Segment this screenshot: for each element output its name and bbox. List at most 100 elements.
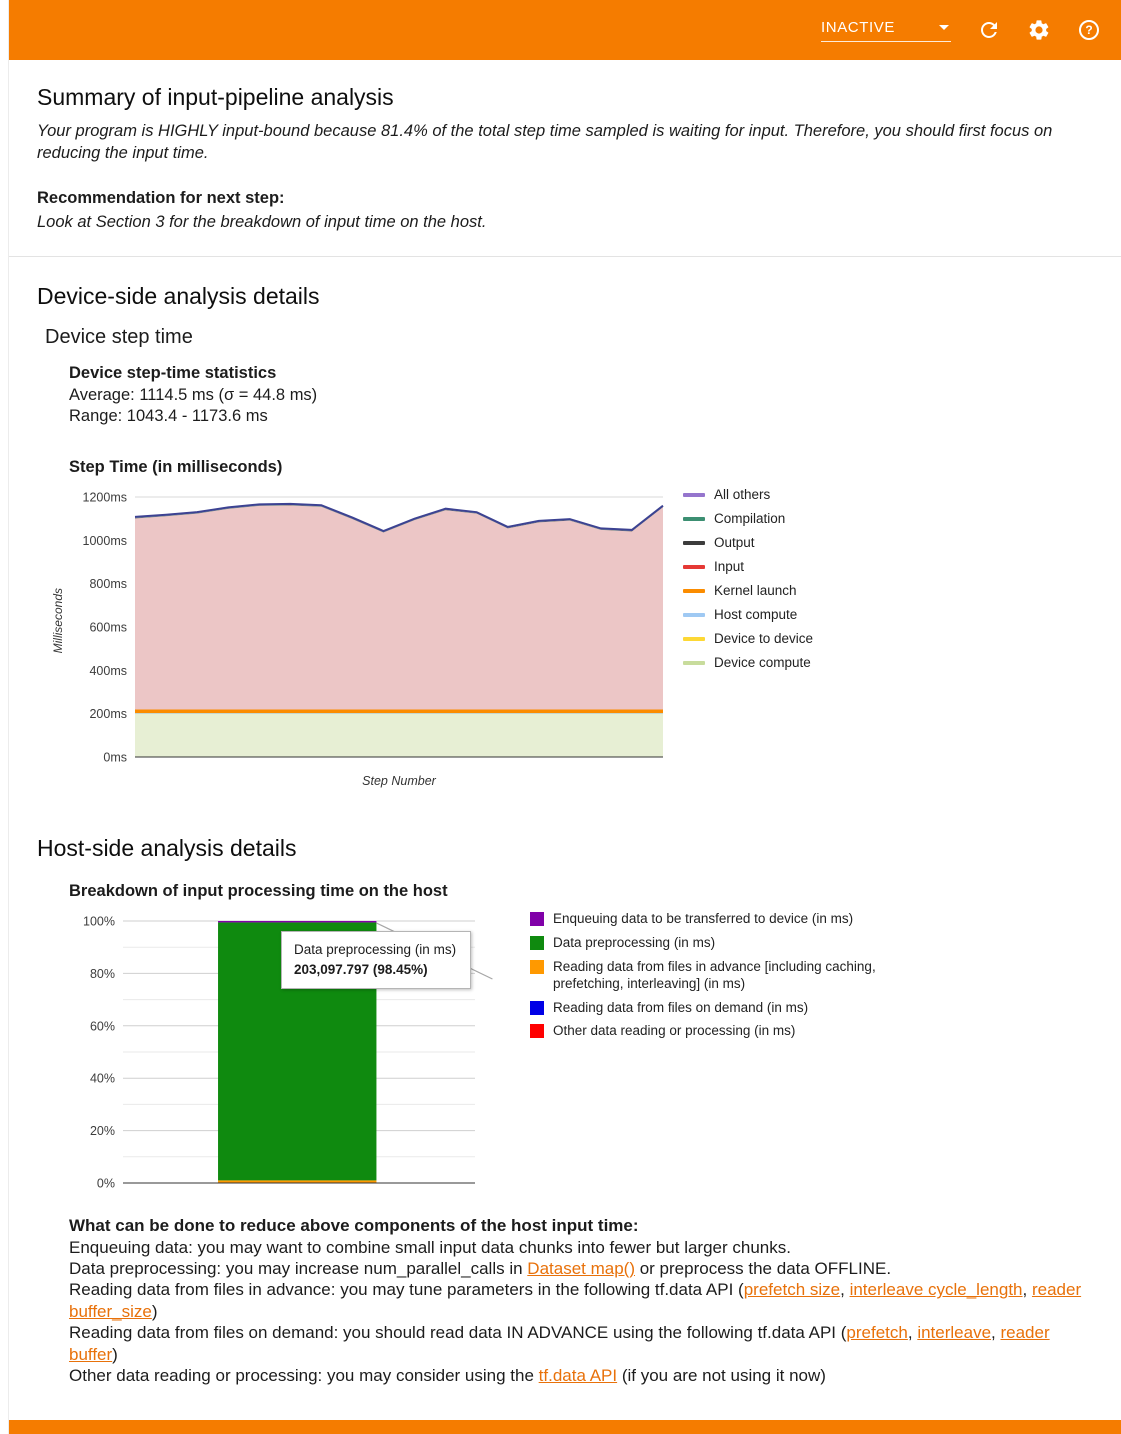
legend-label: Other data reading or processing (in ms) [553, 1023, 796, 1039]
device-step-time-stats: Device step-time statistics Average: 111… [69, 363, 1091, 428]
legend-item: Device to device [683, 631, 813, 646]
advice-link[interactable]: interleave cycle_length [849, 1280, 1023, 1300]
recommendation-label: Recommendation for next step: [37, 188, 285, 207]
legend-item: Device compute [683, 655, 813, 670]
legend-swatch [683, 564, 705, 569]
svg-text:600ms: 600ms [89, 621, 127, 635]
legend-swatch [683, 660, 705, 665]
advice-line: Data preprocessing: you may increase num… [69, 1258, 892, 1278]
legend-item: Data preprocessing (in ms) [530, 935, 880, 952]
chart-tooltip: Data preprocessing (in ms) 203,097.797 (… [281, 931, 472, 990]
legend-label: Compilation [714, 511, 786, 527]
legend-swatch [683, 540, 705, 545]
legend-swatch [683, 612, 705, 617]
svg-text:800ms: 800ms [89, 577, 127, 591]
legend-label: Device compute [714, 655, 811, 671]
advice-title: What can be done to reduce above compone… [69, 1216, 639, 1236]
device-analysis-section: Device-side analysis details Device step… [9, 257, 1121, 797]
host-chart-title: Breakdown of input processing time on th… [69, 882, 448, 901]
host-analysis-section: Host-side analysis details Breakdown of … [9, 797, 1121, 1420]
gear-icon[interactable] [1027, 18, 1051, 42]
section-divider [9, 255, 1121, 257]
legend-swatch [530, 912, 544, 927]
legend-item: Enqueuing data to be transferred to devi… [530, 911, 880, 928]
legend-label: All others [714, 487, 771, 503]
legend-item: Host compute [683, 607, 813, 622]
help-icon[interactable]: ? [1077, 18, 1101, 42]
svg-text:100%: 100% [83, 915, 115, 929]
device-step-time-chart[interactable]: 0ms 200ms 400ms 600ms 800ms 1000ms 1200ms Step … [69, 485, 669, 797]
svg-text:80%: 80% [90, 967, 115, 981]
legend-label: Data preprocessing (in ms) [553, 934, 716, 950]
legend-item: Reading data from files in advance [incl… [530, 959, 880, 993]
svg-text:40%: 40% [90, 1072, 115, 1086]
advice-line: Enqueuing data: you may want to combine … [69, 1237, 791, 1257]
legend-swatch [530, 1024, 544, 1039]
legend-label: Reading data from files in advance [incl… [553, 958, 876, 991]
svg-text:1200ms: 1200ms [83, 491, 127, 505]
advice-link[interactable]: reader buffer_size [69, 1280, 1082, 1321]
advice-link[interactable]: prefetch size [743, 1280, 841, 1300]
legend-swatch [683, 636, 705, 641]
legend-label: Output [714, 535, 755, 551]
svg-text:60%: 60% [90, 1019, 115, 1033]
device-chart-legend: All others Compilation Output Input Kernel l… [683, 485, 813, 679]
advice-line: Reading data from files in advance: you … [69, 1280, 1082, 1321]
summary-section: Summary of input-pipeline analysis Your … [9, 60, 1121, 234]
svg-text:400ms: 400ms [89, 664, 127, 678]
legend-swatch [530, 935, 544, 950]
summary-text: Your program is HIGHLY input-bound becau… [37, 122, 1053, 162]
stats-average: Average: 1114.5 ms (σ = 44.8 ms) [69, 385, 318, 404]
advice-lines: Enqueuing data: you may want to combine … [69, 1237, 1083, 1387]
legend-label: Enqueuing data to be transferred to devi… [553, 911, 854, 927]
svg-text:?: ? [1085, 23, 1092, 37]
refresh-icon[interactable] [977, 18, 1001, 42]
legend-item: Reading data from files on demand (in ms… [530, 1000, 880, 1017]
device-section-title: Device-side analysis details [37, 282, 320, 309]
legend-label: Host compute [714, 607, 798, 623]
device-step-time-title: Device step time [45, 325, 193, 348]
profiler-page: INACTIVE ? Summary of input-pipeline ana… [8, 0, 1121, 1434]
summary-title: Summary of input-pipeline analysis [37, 84, 394, 110]
advice-line: Reading data from files on demand: you s… [69, 1323, 1050, 1364]
legend-swatch [683, 516, 705, 521]
legend-label: Input [714, 559, 745, 575]
advice-link[interactable]: Dataset map() [527, 1258, 635, 1278]
footer-bar [9, 1420, 1121, 1434]
stats-range: Range: 1043.4 - 1173.6 ms [69, 407, 268, 426]
svg-text:1000ms: 1000ms [83, 534, 127, 548]
svg-text:200ms: 200ms [89, 707, 127, 721]
legend-item: Kernel launch [683, 583, 813, 598]
legend-item: All others [683, 487, 813, 502]
toolbar: INACTIVE ? [9, 0, 1121, 60]
host-chart-block: 0% 20% 40% 60% 80% 100% Data preprocessing (i… [51, 911, 1091, 1199]
advice-section: What can be done to reduce above compone… [69, 1215, 1083, 1386]
svg-text:0ms: 0ms [103, 751, 127, 765]
run-status-dropdown[interactable]: INACTIVE [821, 19, 951, 42]
advice-line: Other data reading or processing: you ma… [69, 1365, 826, 1385]
step-time-chart-block: Milliseconds 0ms 200ms 400ms 600ms 800ms 1000… [51, 485, 1091, 797]
legend-label: Kernel launch [714, 583, 797, 599]
legend-swatch [530, 959, 544, 974]
advice-link[interactable]: interleave [917, 1323, 992, 1343]
y-axis-label: Milliseconds [51, 588, 65, 654]
chevron-down-icon [939, 24, 949, 30]
svg-text:0%: 0% [97, 1177, 115, 1191]
legend-swatch [683, 588, 705, 593]
legend-item: Input [683, 559, 813, 574]
stats-title: Device step-time statistics [69, 363, 277, 382]
step-time-chart-title: Step Time (in milliseconds) [69, 458, 283, 477]
legend-item: Compilation [683, 511, 813, 526]
advice-link[interactable]: prefetch [846, 1323, 908, 1343]
svg-text:20%: 20% [90, 1124, 115, 1138]
advice-link[interactable]: tf.data API [538, 1365, 618, 1385]
tooltip-title: Data preprocessing (in ms) [294, 942, 457, 958]
advice-link[interactable]: reader buffer [69, 1323, 1050, 1364]
host-chart-legend: Enqueuing data to be transferred to devi… [530, 911, 880, 1047]
status-label: INACTIVE [821, 18, 895, 36]
legend-swatch [683, 492, 705, 497]
legend-swatch [530, 1000, 544, 1015]
host-chart-wrapper: 0% 20% 40% 60% 80% 100% Data preprocessing (i… [69, 911, 514, 1199]
legend-label: Device to device [714, 631, 814, 647]
legend-label: Reading data from files on demand (in ms… [553, 999, 809, 1015]
